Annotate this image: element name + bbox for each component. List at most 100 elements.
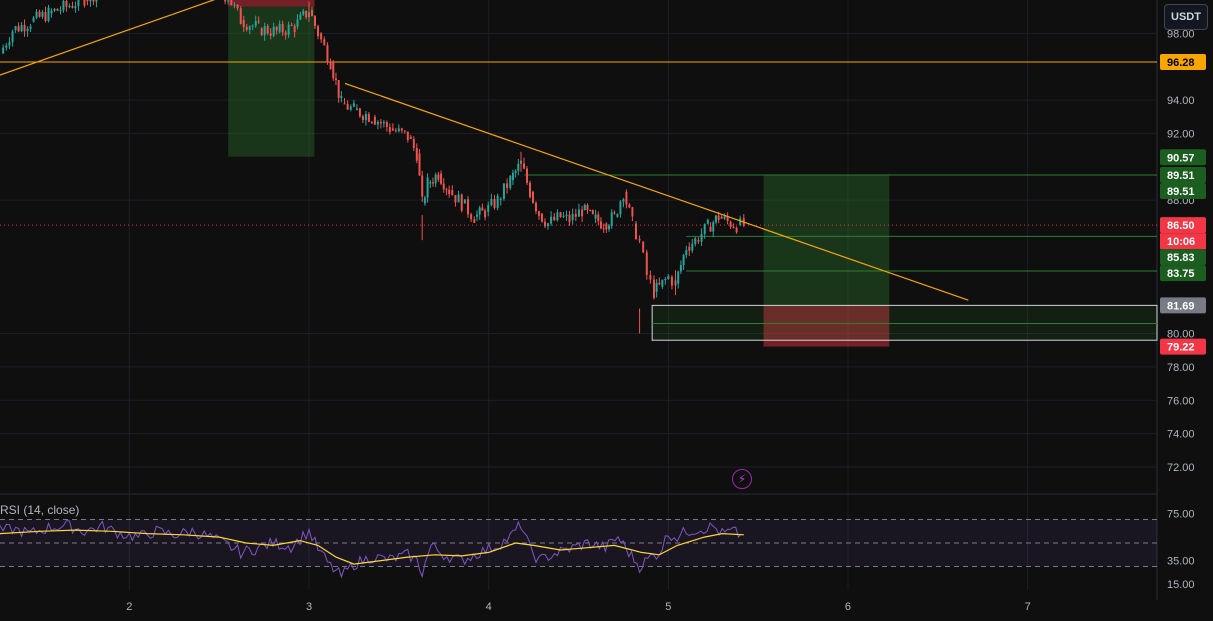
price-tags: 96.28 90.57 89.51 89.51 86.50 10:06 85.83 83.75…: [1160, 54, 1206, 355]
candle-body: [269, 33, 272, 36]
candle-body: [65, 0, 68, 7]
candle-body: [484, 210, 487, 218]
candle-body: [531, 191, 534, 203]
candle-body: [509, 176, 512, 188]
candle-body: [437, 174, 440, 180]
candle-body: [403, 130, 406, 132]
candle-body: [703, 223, 706, 234]
candle-body: [423, 197, 426, 204]
candle-body: [451, 190, 454, 196]
candle-body: [38, 11, 41, 17]
candle-body: [720, 216, 723, 219]
candle-body: [525, 168, 528, 183]
candle-body: [559, 212, 562, 218]
candle-body: [700, 233, 703, 242]
horizontal-levels[interactable]: [0, 61, 1157, 272]
candle-body: [77, 0, 80, 6]
price-tick-label: 94.00: [1167, 95, 1195, 107]
candle-body: [320, 33, 323, 40]
candle-body: [334, 78, 337, 80]
time-tick-label: 4: [486, 601, 492, 613]
candle-body: [440, 173, 443, 184]
candle-body: [709, 226, 712, 232]
candle-body: [47, 7, 50, 22]
candle-body: [35, 11, 38, 18]
candle-body: [540, 213, 543, 222]
candle-body: [448, 189, 451, 195]
price-tag: [1160, 182, 1206, 199]
candle-body: [266, 26, 269, 34]
candle-body: [346, 104, 349, 110]
candle-body: [562, 215, 565, 217]
candle-body: [608, 225, 611, 230]
candle-body: [493, 198, 496, 208]
candle-body: [655, 282, 658, 292]
time-tick-label: 3: [306, 601, 312, 613]
candle-body: [332, 61, 335, 79]
candle-body: [329, 62, 332, 70]
candle-body: [382, 121, 385, 124]
loss-zone: [228, 0, 315, 7]
candle-body: [311, 10, 314, 17]
candle-body: [343, 103, 346, 105]
time-tick-label: 7: [1025, 601, 1031, 613]
candle-body: [537, 211, 540, 216]
candle-body: [523, 163, 526, 169]
rsi-ma-line: [0, 529, 744, 565]
candle-body: [230, 0, 233, 6]
candle-body: [591, 210, 594, 214]
candle-body: [685, 249, 688, 256]
candle-body: [628, 204, 631, 208]
candle-body: [574, 213, 577, 217]
price-tag: [1160, 249, 1206, 266]
candle-body: [257, 21, 260, 23]
candle-body: [418, 153, 421, 176]
candle-body: [514, 170, 517, 173]
candle-body: [53, 8, 56, 11]
candle-body: [586, 204, 589, 211]
trendlines[interactable]: [0, 0, 969, 301]
position-boxes[interactable]: [228, 0, 1158, 347]
lightning-bolt-icon[interactable]: ⚡: [732, 469, 752, 489]
candle-body: [610, 212, 613, 226]
candle-body: [625, 191, 628, 205]
candle-body: [296, 19, 299, 27]
candle-body: [597, 214, 600, 222]
candle-body: [577, 209, 580, 217]
time-axis[interactable]: 2 3 4 5 6 7: [126, 601, 1030, 613]
candle-body: [664, 278, 667, 280]
candle-body: [260, 28, 263, 36]
candle-body: [583, 204, 586, 211]
candle-body: [44, 12, 47, 22]
candle-body: [92, 0, 95, 2]
candle-body: [364, 114, 367, 121]
price-tag-label: 89.51: [1167, 170, 1195, 182]
candle-body: [305, 10, 308, 18]
rsi-tick-label: 75.00: [1167, 509, 1195, 521]
candle-body: [605, 223, 608, 230]
candle-body: [442, 183, 445, 190]
rsi-legend[interactable]: RSI (14, close): [0, 503, 80, 517]
rsi-axis[interactable]: 75.00 35.00 15.00: [1167, 509, 1195, 592]
candle-body: [735, 227, 738, 233]
candle-body: [370, 121, 373, 123]
candle-body: [23, 24, 26, 32]
candle-body: [394, 130, 397, 132]
candle-body: [358, 108, 361, 117]
time-tick-label: 5: [665, 601, 671, 613]
price-tick-label: 74.00: [1167, 429, 1195, 441]
candle-body: [694, 238, 697, 244]
currency-button[interactable]: USDT: [1164, 4, 1208, 30]
candle-body: [454, 195, 457, 203]
candle-body: [506, 183, 509, 188]
candle-body: [546, 223, 549, 227]
candle-body: [227, 0, 230, 2]
rsi-tick-label: 15.00: [1167, 579, 1195, 591]
candle-body: [299, 14, 302, 20]
candle-body: [89, 0, 92, 2]
candle-body: [712, 222, 715, 232]
candle-body: [463, 199, 466, 204]
candle-body: [478, 207, 481, 215]
candle-body: [431, 182, 434, 184]
